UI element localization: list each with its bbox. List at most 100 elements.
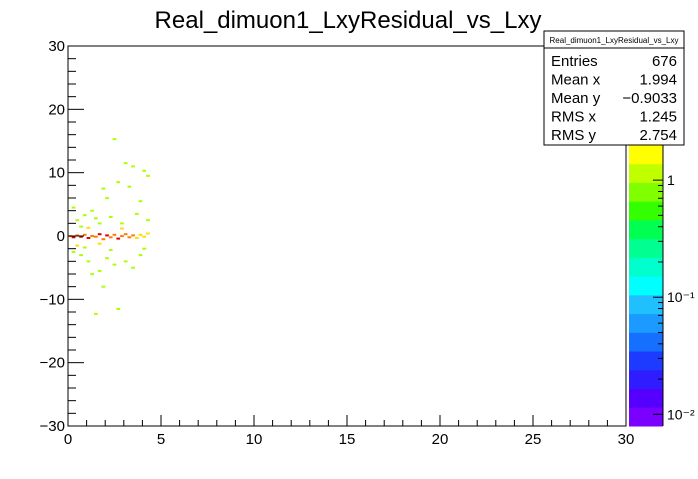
stats-label: Mean x [551, 72, 601, 89]
histogram-bin [142, 247, 147, 250]
histogram-bin [79, 254, 83, 257]
histogram-bins [68, 138, 150, 315]
histogram-bin [116, 307, 121, 310]
histogram-bin [112, 263, 117, 266]
palette-swatch [629, 313, 663, 333]
histogram-bin [75, 234, 80, 237]
stats-value: 676 [652, 53, 677, 70]
histogram-bin [86, 226, 91, 229]
histogram-bin [123, 162, 128, 165]
y-tick-label: 20 [48, 101, 65, 118]
histogram-bin [97, 242, 102, 245]
histogram-bin [101, 238, 106, 241]
palette-swatch [629, 163, 663, 183]
histogram-bin [97, 269, 102, 272]
x-tick-label: 20 [432, 431, 449, 448]
y-tick-label: −20 [40, 355, 65, 372]
histogram-bin [79, 235, 83, 238]
palette-swatch [629, 388, 663, 408]
histogram-bin [116, 181, 121, 184]
histogram-bin [94, 217, 98, 220]
histogram-bin [108, 236, 113, 239]
histogram-bin [105, 257, 109, 260]
histogram-bin [112, 233, 117, 236]
histogram-bin [105, 197, 109, 200]
histogram-bin [142, 235, 147, 238]
histogram-bin [105, 234, 109, 237]
palette-swatch [629, 294, 663, 315]
x-tick-label: 0 [64, 431, 72, 448]
histogram-bin [142, 169, 147, 172]
x-tick-label: 25 [525, 431, 542, 448]
histogram-bin [97, 222, 102, 225]
plot-frame [67, 45, 627, 427]
histogram-bin [116, 237, 121, 240]
stats-box: Real_dimuon1_LxyResidual_vs_Lxy Entries 6… [543, 30, 685, 146]
histogram-bin [131, 234, 135, 237]
chart-title: Real_dimuon1_LxyResidual_vs_Lxy [155, 7, 542, 34]
histogram-bin [82, 214, 87, 217]
stats-box-frame [543, 30, 685, 146]
histogram-bin [101, 285, 106, 288]
histogram-bin [131, 165, 135, 168]
stats-value: −0.9033 [622, 90, 677, 107]
x-tick-label: 5 [157, 431, 165, 448]
color-palette [629, 145, 663, 427]
histogram-bin [127, 236, 132, 239]
x-tick-label: 10 [246, 431, 263, 448]
histogram-bin [94, 235, 98, 238]
histogram-bin [82, 246, 87, 249]
histogram-bin [75, 244, 80, 247]
z-tick-label: 10⁻¹ [667, 289, 695, 305]
histogram-bin [71, 206, 76, 209]
palette-swatch [629, 257, 663, 277]
histogram-bin [90, 235, 94, 238]
y-tick-label: −10 [40, 291, 65, 308]
histogram-bin [112, 138, 117, 141]
y-tick-label: 0 [57, 228, 65, 245]
histogram-bin [120, 222, 124, 225]
stats-label: RMS y [551, 127, 597, 144]
histogram-bin [131, 266, 135, 269]
z-axis: 1 10⁻¹ 10⁻² [653, 145, 695, 426]
histogram-bin [97, 233, 102, 236]
x-axis: 0 5 10 15 20 25 30 [64, 415, 635, 448]
histogram-bin [138, 200, 143, 203]
histogram-bin [71, 236, 76, 239]
stats-label: RMS x [551, 109, 597, 126]
histogram-bin [123, 260, 128, 263]
histogram-bin [123, 233, 128, 236]
histogram-bin [86, 260, 91, 263]
histogram-bin [108, 249, 113, 251]
y-tick-label: 30 [48, 38, 65, 55]
y-tick-label: −30 [40, 418, 65, 435]
stats-label: Entries [551, 53, 598, 70]
histogram-bin [108, 216, 113, 218]
histogram-bin [127, 185, 132, 188]
palette-swatch [629, 201, 663, 221]
histogram-bin [94, 312, 98, 315]
histogram-bin [135, 212, 139, 215]
stats-value: 1.245 [639, 109, 677, 126]
histogram-bin [138, 233, 143, 236]
palette-swatch [629, 369, 663, 389]
palette-swatch [629, 407, 663, 427]
x-tick-label: 15 [339, 431, 356, 448]
histogram-bin [79, 225, 83, 228]
histogram-bin [146, 174, 150, 177]
histogram-bin [75, 219, 80, 222]
x-tick-label: 30 [618, 431, 635, 448]
histogram-bin [146, 232, 150, 235]
histogram-bin [138, 254, 143, 257]
stats-value: 2.754 [639, 127, 677, 144]
histogram-bin [90, 209, 94, 212]
palette-swatch [629, 182, 663, 202]
palette-swatch [629, 332, 663, 352]
histogram-bin [120, 235, 124, 238]
z-tick-label: 1 [667, 172, 675, 188]
histogram-bin [120, 227, 124, 230]
histogram-bin [90, 273, 94, 276]
z-tick-label: 10⁻² [667, 406, 695, 422]
